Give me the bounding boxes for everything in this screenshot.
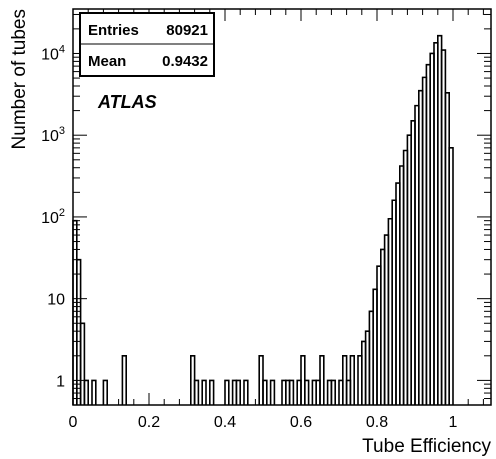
histogram-bin: [262, 379, 268, 405]
x-tick-label: 1: [449, 414, 458, 431]
histogram-bin: [209, 379, 215, 405]
stats-entries-label: Entries: [88, 22, 139, 39]
y-tick-label: 10: [47, 292, 65, 309]
histogram-bin: [288, 379, 295, 405]
histogram-bin: [224, 379, 230, 405]
x-tick-label: 0: [69, 414, 78, 431]
x-tick-label: 0.2: [138, 414, 160, 431]
stats-mean-value: 0.9432: [162, 53, 208, 70]
stats-mean-label: Mean: [88, 53, 126, 70]
histogram-bin: [201, 379, 207, 405]
y-tick-label: 104: [41, 43, 65, 63]
x-tick-label: 0.4: [214, 414, 236, 431]
histogram-bin: [243, 379, 249, 405]
tick-labels: 0 0.2 0.4 0.6 0.8 1 1 10 102 103 104: [41, 43, 457, 431]
x-axis-title: Tube Efficiency: [362, 436, 491, 457]
histogram-bin: [448, 147, 454, 405]
histogram-bin: [349, 354, 355, 405]
histogram-bin: [83, 379, 89, 405]
stats-entries-value: 80921: [166, 22, 208, 39]
histogram-bin: [79, 322, 86, 405]
histogram-bin: [269, 379, 276, 405]
histogram-bin: [121, 354, 127, 405]
histogram-bin: [102, 379, 108, 405]
y-axis-title: Number of tubes: [9, 9, 30, 149]
x-tick-label: 0.6: [290, 414, 312, 431]
histogram-bin: [193, 379, 200, 405]
y-tick-label: 103: [41, 125, 65, 145]
histogram-bin: [304, 379, 310, 405]
y-tick-label: 102: [41, 207, 65, 227]
histogram-bin: [235, 379, 241, 405]
histogram-bin: [319, 354, 325, 405]
x-tick-label: 0.8: [366, 414, 388, 431]
histogram-bin: [330, 379, 336, 405]
histogram-bin: [91, 379, 97, 405]
histogram-series: [72, 34, 454, 405]
stats-box: Entries 80921 Mean 0.9432: [79, 12, 215, 77]
atlas-label: ATLAS: [97, 92, 157, 112]
y-tick-label: 1: [56, 373, 65, 390]
